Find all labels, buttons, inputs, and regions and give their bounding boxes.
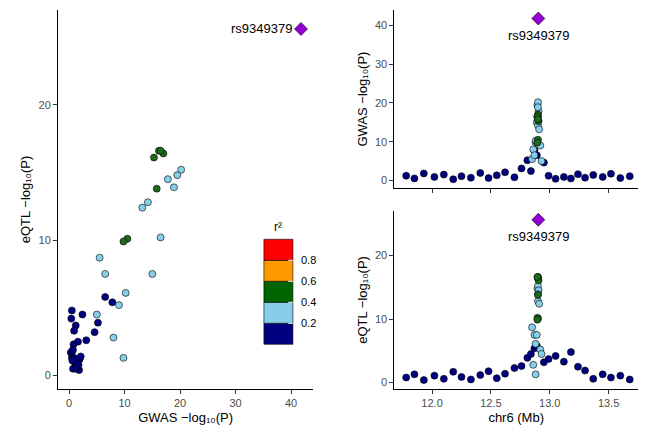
svg-text:eQTL −log₁₀(P): eQTL −log₁₀(P): [355, 256, 370, 344]
svg-text:40: 40: [285, 397, 297, 409]
svg-text:eQTL −log₁₀(P): eQTL −log₁₀(P): [18, 156, 33, 244]
svg-text:0: 0: [381, 174, 387, 186]
svg-text:30: 30: [375, 58, 387, 70]
svg-text:0.4: 0.4: [301, 296, 316, 308]
svg-text:10: 10: [118, 397, 130, 409]
svg-text:13.5: 13.5: [598, 397, 619, 409]
svg-text:r²: r²: [274, 220, 282, 234]
svg-text:20: 20: [375, 249, 387, 261]
svg-text:rs9349379: rs9349379: [508, 229, 569, 244]
svg-text:0: 0: [66, 397, 72, 409]
svg-text:rs9349379: rs9349379: [231, 21, 292, 36]
svg-text:0.8: 0.8: [301, 254, 316, 266]
svg-text:GWAS −log₁₀(P): GWAS −log₁₀(P): [355, 52, 370, 147]
svg-text:chr6 (Mb): chr6 (Mb): [488, 410, 544, 425]
svg-text:20: 20: [375, 97, 387, 109]
svg-text:10: 10: [375, 136, 387, 148]
svg-text:13.0: 13.0: [539, 397, 560, 409]
svg-text:10: 10: [375, 313, 387, 325]
svg-text:10: 10: [39, 234, 51, 246]
svg-text:0.2: 0.2: [301, 317, 316, 329]
svg-text:30: 30: [229, 397, 241, 409]
svg-text:20: 20: [39, 99, 51, 111]
svg-text:rs9349379: rs9349379: [508, 28, 569, 43]
svg-text:20: 20: [174, 397, 186, 409]
svg-text:0: 0: [45, 369, 51, 381]
svg-text:12.0: 12.0: [421, 397, 442, 409]
svg-text:0.6: 0.6: [301, 275, 316, 287]
svg-text:12.5: 12.5: [480, 397, 501, 409]
svg-text:GWAS −log₁₀(P): GWAS −log₁₀(P): [138, 410, 233, 425]
svg-text:0: 0: [381, 376, 387, 388]
svg-text:40: 40: [375, 19, 387, 31]
